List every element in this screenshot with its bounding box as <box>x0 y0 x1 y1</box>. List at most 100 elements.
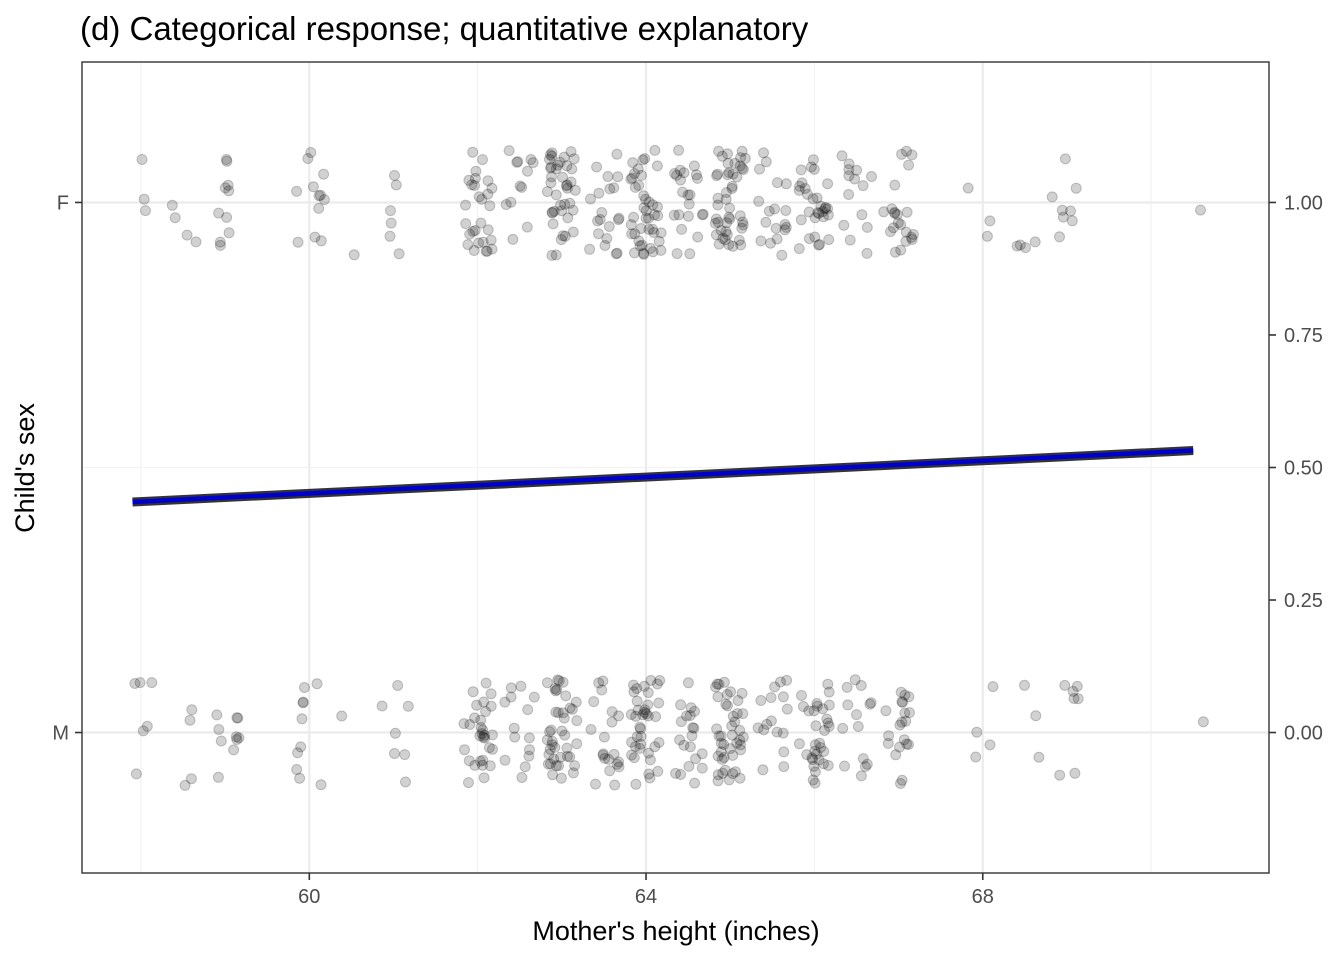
data-point <box>603 753 615 765</box>
data-point <box>390 179 402 191</box>
data-point <box>737 708 749 720</box>
data-point <box>474 755 486 767</box>
data-point <box>469 225 481 236</box>
data-point <box>640 193 652 205</box>
data-point <box>807 754 819 765</box>
data-point <box>392 680 404 691</box>
data-point <box>647 223 659 235</box>
y-axis-title: Child's sex <box>10 403 40 533</box>
data-point <box>500 199 512 210</box>
data-point <box>597 675 609 687</box>
data-point <box>486 729 498 741</box>
data-point <box>571 738 583 750</box>
data-point <box>723 774 735 786</box>
data-point <box>1059 679 1071 691</box>
data-point <box>713 238 725 250</box>
data-point <box>522 165 533 177</box>
data-point <box>737 164 749 175</box>
data-point <box>1065 205 1076 217</box>
data-point <box>770 222 782 234</box>
y-left-tick-label: F <box>57 192 69 214</box>
data-point <box>793 184 805 196</box>
data-point <box>864 698 876 710</box>
data-point <box>549 741 561 753</box>
data-point <box>819 203 831 215</box>
data-point <box>861 247 873 259</box>
data-point <box>487 743 498 755</box>
data-point <box>480 677 492 689</box>
data-point <box>715 225 727 236</box>
x-tick-label: 68 <box>972 886 994 908</box>
data-point <box>593 677 605 689</box>
data-point <box>181 229 193 241</box>
data-point <box>779 219 791 230</box>
data-point <box>292 236 304 248</box>
data-point <box>838 219 850 231</box>
x-axis-title: Mother's height (inches) <box>532 916 819 946</box>
data-point <box>633 180 645 191</box>
data-point <box>895 686 907 698</box>
data-point <box>761 718 773 730</box>
data-point <box>546 207 558 219</box>
data-point <box>546 249 558 261</box>
data-point <box>843 170 855 182</box>
data-point <box>512 156 524 168</box>
data-point <box>737 219 749 231</box>
data-point <box>626 749 637 761</box>
data-point <box>313 190 325 202</box>
data-point <box>585 724 597 735</box>
data-point <box>807 193 819 205</box>
data-point <box>554 156 566 168</box>
data-point <box>769 681 781 693</box>
data-point <box>717 767 729 779</box>
data-point <box>984 215 996 227</box>
data-point <box>599 240 611 251</box>
data-point <box>522 704 534 716</box>
data-point <box>1033 751 1045 763</box>
data-point <box>635 723 646 735</box>
data-point <box>715 730 727 742</box>
data-point <box>817 211 829 223</box>
data-point <box>806 752 818 764</box>
data-point <box>523 750 535 762</box>
data-point <box>822 178 834 190</box>
fit-line-layer <box>132 446 1194 507</box>
data-point <box>822 717 834 729</box>
data-point <box>734 724 746 736</box>
data-point <box>629 228 641 240</box>
data-point <box>681 710 692 722</box>
data-point <box>485 700 497 712</box>
data-point <box>219 182 231 194</box>
data-point <box>1011 240 1023 252</box>
data-point <box>674 734 686 746</box>
data-point <box>851 164 863 176</box>
data-point <box>793 243 805 255</box>
data-point <box>567 767 579 779</box>
data-point <box>687 722 699 734</box>
data-point <box>482 188 494 200</box>
data-point <box>729 157 741 169</box>
data-point <box>169 212 181 224</box>
data-point <box>1068 693 1080 704</box>
data-point <box>758 147 769 159</box>
data-point <box>899 707 911 719</box>
data-point <box>611 247 623 259</box>
data-point <box>232 712 244 724</box>
data-point <box>463 777 474 789</box>
data-point <box>552 674 564 686</box>
data-point <box>970 751 982 763</box>
data-point <box>1072 693 1084 705</box>
data-point <box>212 771 224 783</box>
data-point <box>463 174 475 186</box>
data-point <box>548 753 560 765</box>
data-point <box>808 760 820 772</box>
data-point <box>675 769 687 780</box>
data-point <box>564 702 576 714</box>
data-point <box>780 178 792 190</box>
data-point <box>720 226 732 237</box>
data-point <box>571 715 583 727</box>
data-point <box>793 738 805 750</box>
data-point <box>736 687 748 699</box>
data-point <box>523 732 535 744</box>
data-point <box>727 710 739 722</box>
